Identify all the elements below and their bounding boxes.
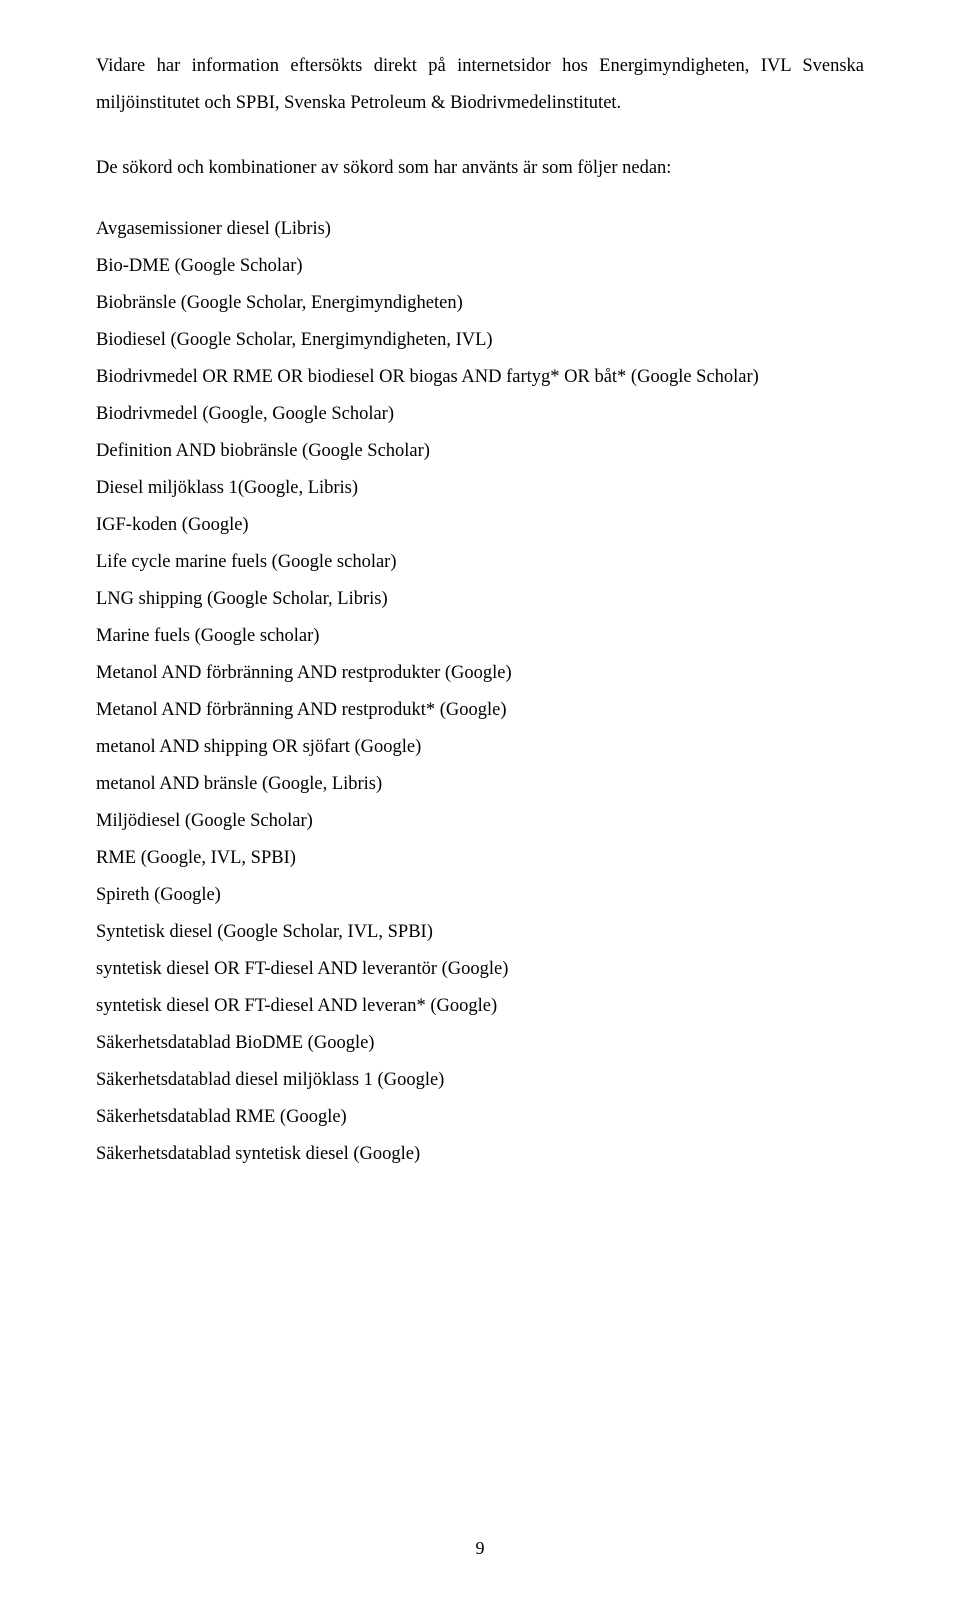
search-term-item: Diesel miljöklass 1(Google, Libris): [96, 470, 864, 507]
search-term-item: metanol AND bränsle (Google, Libris): [96, 766, 864, 803]
search-term-item: Säkerhetsdatablad RME (Google): [96, 1099, 864, 1136]
page-number: 9: [0, 1538, 960, 1559]
search-term-item: syntetisk diesel OR FT-diesel AND levera…: [96, 951, 864, 988]
search-term-item: Life cycle marine fuels (Google scholar): [96, 544, 864, 581]
search-term-item: Biobränsle (Google Scholar, Energimyndig…: [96, 285, 864, 322]
search-term-item: Säkerhetsdatablad syntetisk diesel (Goog…: [96, 1136, 864, 1173]
search-term-item: Avgasemissioner diesel (Libris): [96, 211, 864, 248]
search-terms-list: Avgasemissioner diesel (Libris)Bio-DME (…: [96, 211, 864, 1173]
search-term-item: Bio-DME (Google Scholar): [96, 248, 864, 285]
search-term-item: Metanol AND förbränning AND restprodukte…: [96, 655, 864, 692]
search-term-item: Definition AND biobränsle (Google Schola…: [96, 433, 864, 470]
search-term-item: IGF-koden (Google): [96, 507, 864, 544]
search-term-item: Spireth (Google): [96, 877, 864, 914]
search-term-item: Marine fuels (Google scholar): [96, 618, 864, 655]
search-term-item: Biodrivmedel OR RME OR biodiesel OR biog…: [96, 359, 864, 396]
search-term-item: Biodrivmedel (Google, Google Scholar): [96, 396, 864, 433]
search-term-item: Syntetisk diesel (Google Scholar, IVL, S…: [96, 914, 864, 951]
search-term-item: LNG shipping (Google Scholar, Libris): [96, 581, 864, 618]
search-term-item: RME (Google, IVL, SPBI): [96, 840, 864, 877]
search-term-item: Säkerhetsdatablad BioDME (Google): [96, 1025, 864, 1062]
search-term-item: Säkerhetsdatablad diesel miljöklass 1 (G…: [96, 1062, 864, 1099]
search-term-item: Biodiesel (Google Scholar, Energimyndigh…: [96, 322, 864, 359]
search-term-item: Miljödiesel (Google Scholar): [96, 803, 864, 840]
search-term-item: Metanol AND förbränning AND restprodukt*…: [96, 692, 864, 729]
section-intro-text: De sökord och kombinationer av sökord so…: [96, 150, 864, 187]
intro-paragraph: Vidare har information eftersökts direkt…: [96, 48, 864, 122]
search-term-item: metanol AND shipping OR sjöfart (Google): [96, 729, 864, 766]
search-term-item: syntetisk diesel OR FT-diesel AND levera…: [96, 988, 864, 1025]
